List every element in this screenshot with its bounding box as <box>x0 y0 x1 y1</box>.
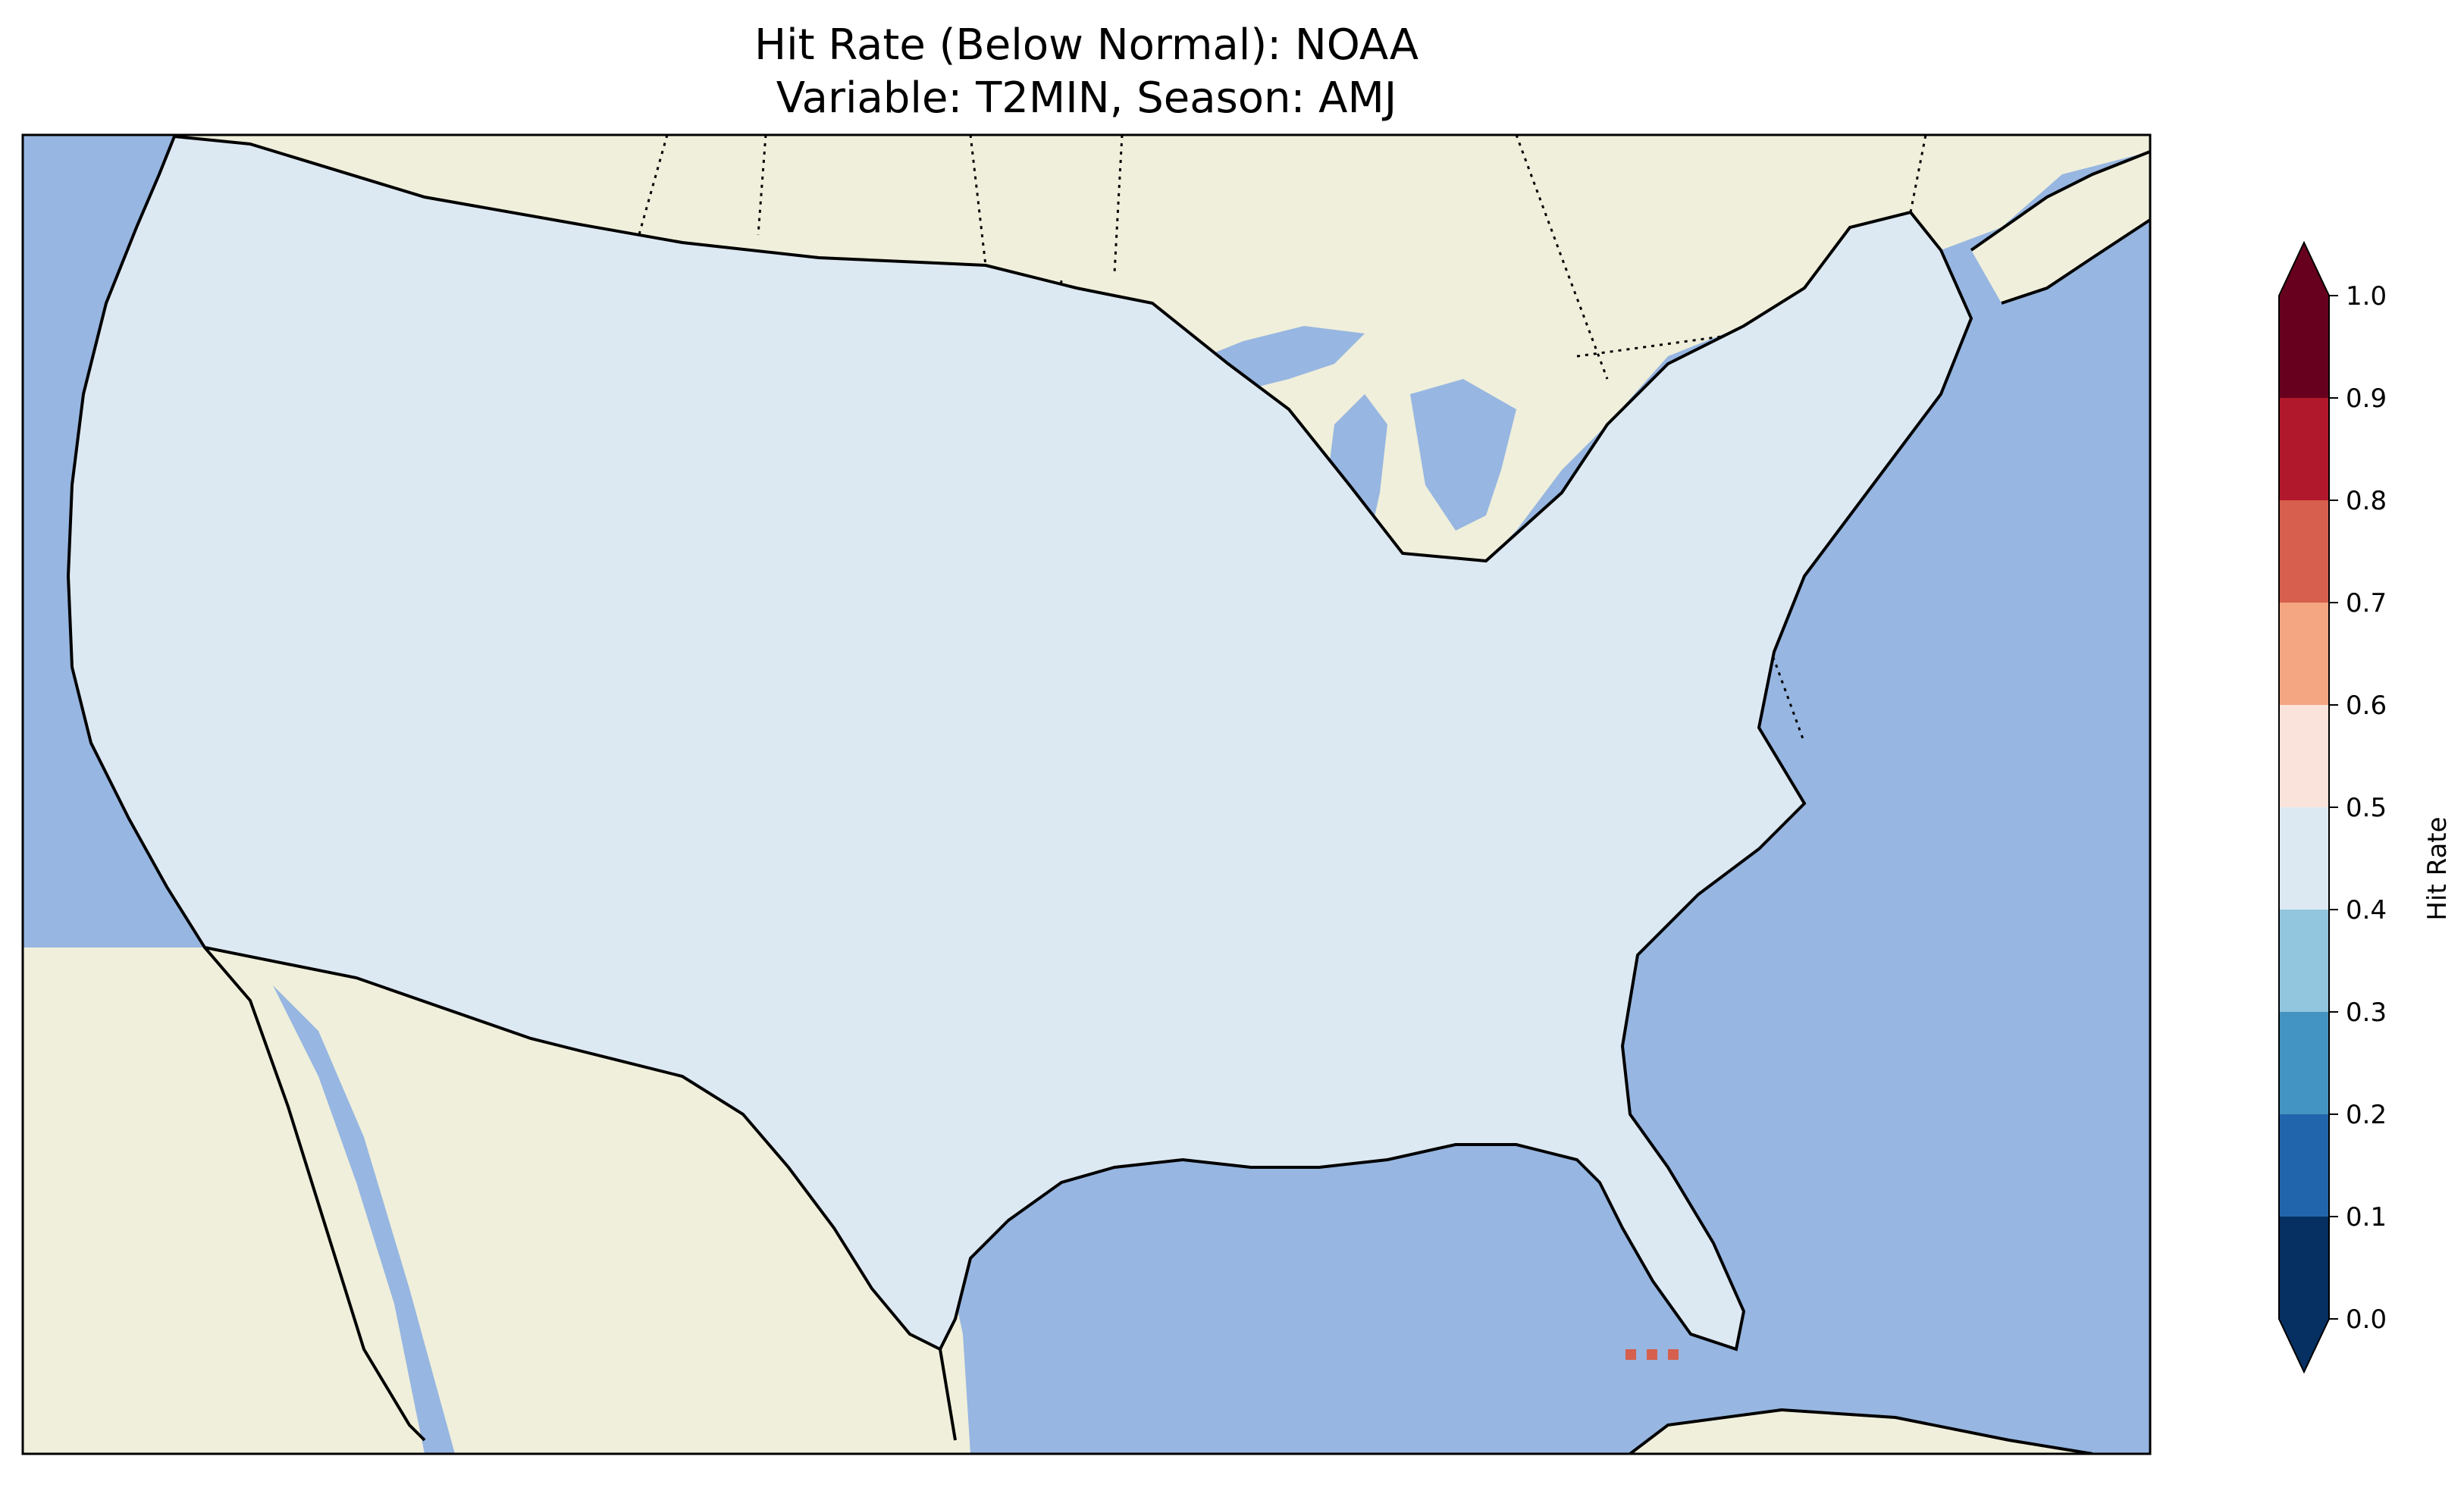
florida-keys <box>1625 1349 1679 1360</box>
colorbar-tick-label: 0.8 <box>2346 486 2387 516</box>
map-frame <box>21 133 2152 1455</box>
colorbar: 0.0 0.1 0.2 0.3 0.4 0.5 0.6 0.7 0.8 0.9 1.0 <box>2278 240 2387 1374</box>
colorbar-bin-8 <box>2279 398 2329 500</box>
colorbar-extend-max <box>2279 243 2329 296</box>
colorbar-bin-4 <box>2279 807 2329 910</box>
chart-title-line2: Variable: T2MIN, Season: AMJ <box>776 74 1397 123</box>
colorbar-bin-6 <box>2279 603 2329 705</box>
canada-land <box>174 135 2150 561</box>
colorbar-tick-label: 1.0 <box>2346 281 2387 312</box>
gulf-of-california <box>273 985 455 1454</box>
colorbar-tick-label: 0.1 <box>2346 1202 2387 1232</box>
colorbar-tick-label: 0.5 <box>2346 793 2387 823</box>
coastlines <box>67 135 2150 1454</box>
cuba-land <box>1630 1410 2093 1454</box>
colorbar-bin-0 <box>2279 1217 2329 1319</box>
colorbar-tick-label: 0.2 <box>2346 1100 2387 1130</box>
colorbar-extend-min <box>2279 1319 2329 1372</box>
map-panel <box>23 135 2150 1454</box>
chart-title-line1: Hit Rate (Below Normal): NOAA <box>754 20 1419 70</box>
colorbar-label: Hit Rate <box>2422 816 2453 920</box>
colorbar-tick-label: 0.4 <box>2346 895 2387 926</box>
colorbar-tick-label: 0.7 <box>2346 588 2387 619</box>
colorbar-tick-label: 0.3 <box>2346 998 2387 1028</box>
colorbar-tick-label: 0.0 <box>2346 1305 2387 1335</box>
colorbar-bin-3 <box>2279 910 2329 1012</box>
colorbar-bin-7 <box>2279 500 2329 603</box>
maritimes-land <box>1971 152 2150 303</box>
colorbar-bin-1 <box>2279 1114 2329 1217</box>
colorbar-tick-label: 0.9 <box>2346 384 2387 414</box>
colorbar-bin-5 <box>2279 705 2329 807</box>
colorbar-bin-9 <box>2279 296 2329 398</box>
colorbar-bin-2 <box>2279 1012 2329 1114</box>
colorbar-tick-label: 0.6 <box>2346 691 2387 721</box>
